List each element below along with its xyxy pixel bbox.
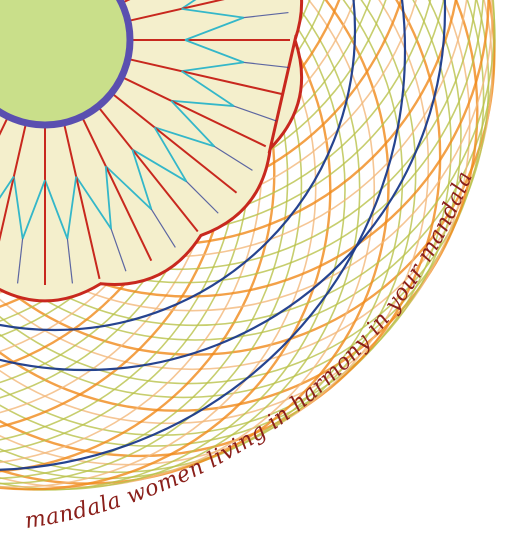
mandala-spoke	[97, 105, 199, 233]
lace-navy-curve	[0, 0, 357, 332]
mandala-spoke	[80, 116, 153, 262]
mandala-spoke	[110, 92, 238, 194]
mandala-blue-line	[243, 61, 289, 69]
mandala-cyan-chevron	[0, 175, 15, 199]
lace-navy-curve	[0, 0, 406, 471]
mandala-spoke	[62, 122, 101, 280]
mandala-spoke	[121, 75, 267, 148]
lace-circle	[0, 0, 332, 491]
mandala-spoke	[0, 122, 28, 242]
lace-circle	[0, 0, 442, 458]
lace-circle	[0, 0, 493, 370]
mandala-spoke	[127, 0, 225, 23]
lace-circle	[0, 0, 495, 327]
mandala-spoke	[127, 57, 285, 96]
lace-circle	[0, 0, 462, 436]
lace-circle	[0, 0, 490, 298]
mandala-blue-line	[110, 228, 127, 272]
lace-circle	[0, 0, 317, 488]
lace-circle	[0, 0, 289, 480]
lace-circle	[0, 0, 477, 271]
mandala-blue-line	[150, 209, 176, 248]
lace-circle	[0, 0, 493, 312]
mandala-blue-line	[233, 105, 277, 122]
mandala-blue-line	[243, 11, 289, 19]
lace-circle	[0, 0, 276, 473]
lace-circle	[0, 0, 452, 447]
lace-circle	[0, 0, 485, 399]
lace-circle	[0, 0, 303, 485]
mandala-blue-line	[66, 238, 74, 284]
mandala-blue-line	[185, 180, 219, 214]
mandala-center-disc	[0, 0, 134, 129]
mandala-layer	[0, 0, 304, 303]
lace-circle	[0, 0, 484, 284]
mandala-blue-line	[214, 145, 253, 171]
lace-navy-curve	[0, 0, 446, 371]
mandala-blue-line	[16, 238, 24, 284]
